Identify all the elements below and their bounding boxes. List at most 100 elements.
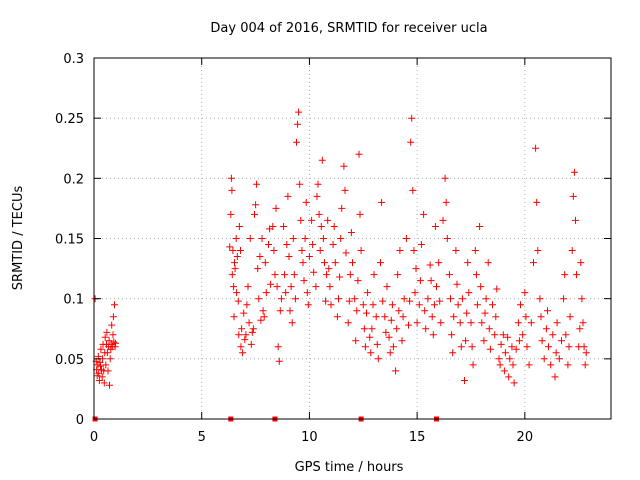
data-point <box>363 309 370 317</box>
data-point <box>227 174 235 182</box>
x-tick-labels: 0 5 10 15 20 <box>90 430 533 445</box>
data-point <box>549 331 557 339</box>
data-point <box>329 241 337 248</box>
data-point <box>338 204 346 212</box>
data-point <box>331 259 339 267</box>
data-point <box>274 343 282 351</box>
data-point <box>243 301 251 309</box>
data-point <box>415 301 423 309</box>
data-point <box>422 325 430 333</box>
data-point <box>353 307 361 315</box>
data-point <box>317 223 325 230</box>
data-point <box>314 180 322 188</box>
data-point <box>447 295 454 303</box>
data-point <box>312 283 320 291</box>
data-point <box>372 313 380 321</box>
data-point <box>245 319 253 327</box>
data-point <box>106 355 114 363</box>
data-point <box>538 337 546 345</box>
data-point <box>256 253 264 260</box>
data-point <box>468 343 476 351</box>
data-point <box>426 261 434 269</box>
data-point <box>436 297 444 305</box>
data-point <box>424 295 432 303</box>
data-point <box>400 295 408 303</box>
x-tick-label: 0 <box>90 430 98 445</box>
data-point <box>228 271 236 279</box>
data-point <box>439 216 447 224</box>
data-point <box>97 362 104 370</box>
data-point <box>412 265 420 273</box>
data-point <box>450 313 458 321</box>
data-point <box>235 223 243 230</box>
data-point <box>237 343 245 351</box>
data-point <box>579 319 587 327</box>
data-point <box>325 265 333 273</box>
data-point <box>103 349 111 357</box>
data-point <box>233 253 241 260</box>
data-point <box>109 331 117 339</box>
data-point <box>456 319 464 327</box>
data-point <box>561 271 569 279</box>
data-point <box>482 295 490 303</box>
data-point <box>492 313 500 321</box>
data-point <box>547 361 555 369</box>
data-point <box>368 325 376 333</box>
data-point <box>532 144 540 152</box>
data-point <box>230 283 238 291</box>
data-point <box>505 373 513 381</box>
data-point <box>448 331 456 339</box>
data-point <box>267 280 275 288</box>
data-point <box>454 301 462 309</box>
data-point <box>433 283 440 291</box>
data-point <box>576 325 584 333</box>
chart-title: Day 004 of 2016, SRMTID for receiver ucl… <box>210 21 487 36</box>
data-point <box>394 271 402 279</box>
data-point <box>369 301 377 309</box>
data-point <box>291 295 299 303</box>
data-point <box>481 309 489 317</box>
data-point <box>316 247 324 254</box>
data-point <box>453 280 461 288</box>
data-point <box>367 349 375 357</box>
data-point <box>430 301 438 309</box>
data-point <box>558 337 565 345</box>
data-point <box>395 307 403 315</box>
data-point <box>254 265 262 273</box>
data-point <box>527 319 535 327</box>
data-point <box>534 247 542 254</box>
data-point <box>249 325 257 333</box>
data-point <box>276 307 284 315</box>
data-point <box>489 301 496 309</box>
data-point <box>467 319 475 327</box>
data-point <box>491 331 499 339</box>
data-point <box>445 271 453 279</box>
data-point <box>297 216 305 224</box>
data-point <box>313 192 321 200</box>
data-point <box>449 349 457 357</box>
data-point <box>386 349 394 357</box>
data-point <box>226 243 234 251</box>
data-point <box>410 247 418 254</box>
data-point <box>354 277 362 285</box>
data-point <box>496 361 504 369</box>
data-point <box>346 271 354 279</box>
data-point <box>255 295 263 303</box>
data-point <box>514 319 522 327</box>
data-point <box>420 210 428 218</box>
data-point <box>345 297 353 305</box>
data-point <box>551 373 559 381</box>
data-point <box>356 210 364 218</box>
data-point <box>336 273 344 281</box>
y-tick-label: 0.2 <box>63 172 84 187</box>
data-point <box>409 186 417 194</box>
data-point <box>402 235 410 242</box>
data-point <box>301 235 309 242</box>
y-tick-label: 0.15 <box>55 233 84 248</box>
y-tick-label: 0 <box>76 413 84 428</box>
data-point <box>322 297 330 305</box>
data-point <box>379 297 387 305</box>
data-point <box>477 283 485 291</box>
data-point <box>296 180 304 188</box>
data-point <box>109 313 117 321</box>
